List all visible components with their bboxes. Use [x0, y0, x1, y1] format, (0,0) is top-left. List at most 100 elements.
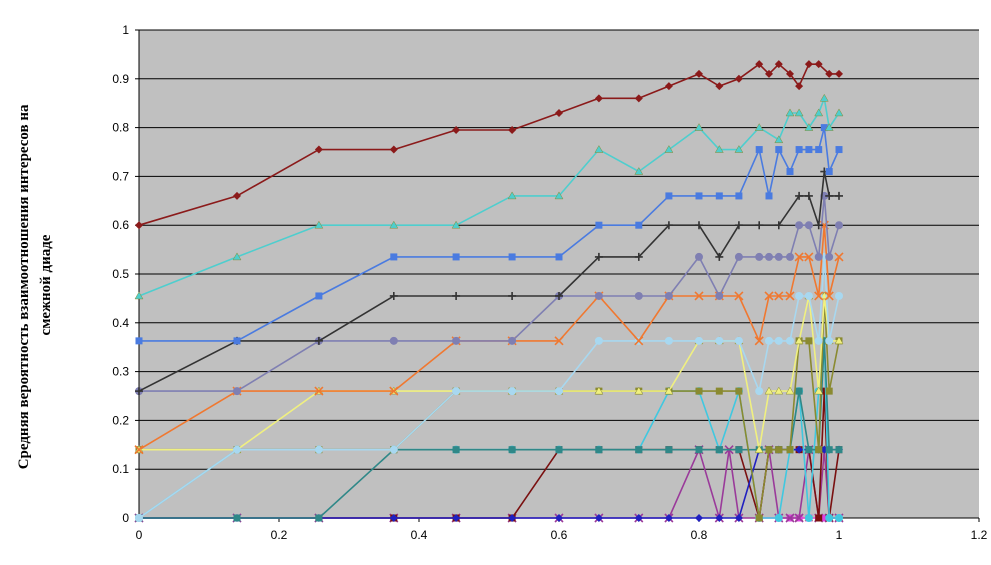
y-tick-label: 0.3 [112, 365, 129, 379]
data-point [820, 337, 828, 345]
data-point [785, 108, 795, 117]
data-point [815, 514, 823, 522]
data-point [794, 252, 804, 262]
data-point [695, 192, 703, 200]
data-point [814, 60, 823, 69]
data-point [715, 291, 724, 300]
data-point [834, 336, 844, 345]
data-point [594, 94, 603, 103]
data-point [389, 291, 398, 300]
data-point [695, 387, 703, 395]
data-point [555, 108, 563, 117]
data-point [508, 446, 516, 454]
data-point [814, 252, 823, 261]
data-point [664, 221, 673, 230]
data-point [794, 336, 804, 345]
data-point [233, 445, 241, 454]
data-point [825, 387, 833, 395]
data-point [795, 191, 804, 200]
data-point [835, 514, 843, 522]
data-point [774, 336, 783, 345]
data-point [314, 220, 324, 229]
data-point [820, 387, 828, 395]
data-point [795, 291, 804, 300]
data-point [314, 445, 323, 454]
data-point [786, 168, 794, 176]
data-point [815, 146, 823, 154]
data-point [825, 446, 833, 454]
data-point [819, 93, 829, 102]
series-1 [135, 60, 843, 230]
data-point [315, 514, 323, 522]
data-point [555, 253, 563, 261]
data-point [774, 386, 784, 395]
data-point [594, 386, 604, 395]
data-point [774, 60, 783, 69]
y-axis-label: Средняя вероятность взаимоотношения инте… [16, 101, 54, 470]
data-point [233, 191, 241, 200]
data-point [452, 514, 461, 522]
data-point [135, 387, 143, 396]
data-point [695, 252, 703, 261]
data-point [794, 108, 804, 117]
data-point [594, 514, 603, 522]
data-point [795, 221, 804, 230]
data-point [825, 252, 834, 261]
data-point [795, 82, 804, 91]
data-point [715, 514, 724, 522]
y-tick-label: 0.5 [112, 267, 129, 281]
y-tick-label: 1 [122, 23, 129, 37]
data-point [695, 221, 703, 230]
data-point [315, 292, 323, 300]
data-point [814, 291, 824, 301]
data-point [765, 336, 773, 345]
data-point [786, 336, 794, 345]
data-point [755, 387, 764, 396]
data-point [664, 514, 673, 522]
data-point [755, 221, 764, 230]
data-point [635, 446, 643, 454]
data-point [824, 123, 834, 131]
data-point [794, 513, 804, 523]
data-point [389, 445, 398, 454]
data-point [774, 514, 783, 522]
data-point [554, 336, 564, 346]
data-point [734, 252, 743, 261]
y-tick-label: 0.7 [112, 169, 129, 183]
y-tick-label: 0 [122, 511, 129, 525]
data-point [820, 124, 828, 132]
data-point [754, 336, 764, 346]
data-point [825, 514, 834, 522]
data-point [825, 69, 834, 78]
data-point [634, 336, 644, 346]
data-point [555, 387, 563, 396]
data-point [452, 291, 461, 300]
data-point [664, 82, 673, 91]
data-point [804, 123, 814, 131]
data-point [765, 252, 773, 261]
data-point [135, 337, 143, 345]
data-point [694, 291, 704, 301]
data-point [714, 145, 724, 153]
data-point [508, 514, 517, 522]
data-point [786, 446, 794, 454]
data-point [634, 514, 643, 522]
data-point [815, 446, 823, 454]
data-point [594, 145, 604, 153]
data-point [774, 252, 783, 261]
data-point [135, 514, 143, 522]
data-point [715, 82, 724, 91]
data-point [735, 192, 743, 200]
data-point [835, 69, 843, 78]
data-point [594, 291, 603, 300]
data-point [695, 446, 703, 454]
data-point [452, 336, 461, 345]
data-point [452, 253, 460, 261]
data-point [507, 191, 517, 200]
data-point [389, 336, 398, 345]
data-point [715, 446, 723, 454]
data-point [804, 252, 814, 262]
data-point [734, 514, 743, 522]
data-point [755, 252, 764, 261]
